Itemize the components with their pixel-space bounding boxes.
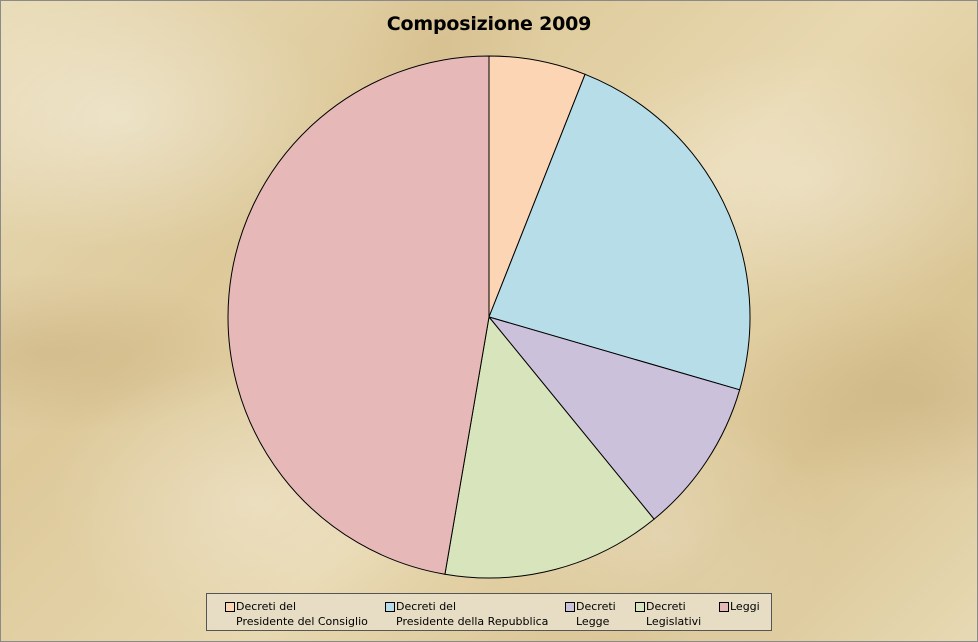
legend-label-dlgs-line2: Legislativi bbox=[646, 615, 702, 628]
slice-leggi bbox=[227, 55, 490, 575]
legend-label-leggi-line1: Leggi bbox=[730, 600, 760, 613]
legend-swatch-dl bbox=[565, 602, 575, 612]
legend-label-dl-line2: Legge bbox=[576, 615, 610, 628]
legend-label-dpr-line2: Presidente della Repubblica bbox=[396, 615, 549, 628]
legend-label-dl-line1: Decreti bbox=[576, 600, 616, 613]
legend-swatch-leggi bbox=[719, 602, 729, 612]
chart-title: Composizione 2009 bbox=[386, 13, 592, 35]
legend-swatch-dpr bbox=[385, 602, 395, 612]
legend-swatch-dpcm bbox=[225, 602, 235, 612]
legend-label-dlgs-line1: Decreti bbox=[646, 600, 686, 613]
slice-dpr bbox=[488, 73, 751, 391]
legend-label-dpr-line1: Decreti del bbox=[396, 600, 457, 613]
legend-label-dpcm-line2: Presidente del Consiglio bbox=[236, 615, 368, 628]
legend-label-dpcm-line1: Decreti del bbox=[236, 600, 297, 613]
slice-dl bbox=[487, 316, 741, 520]
legend: Decreti del Presidente del Consiglio Dec… bbox=[206, 593, 772, 631]
legend-swatch-dlgs bbox=[635, 602, 645, 612]
slice-dlgs bbox=[444, 315, 655, 579]
